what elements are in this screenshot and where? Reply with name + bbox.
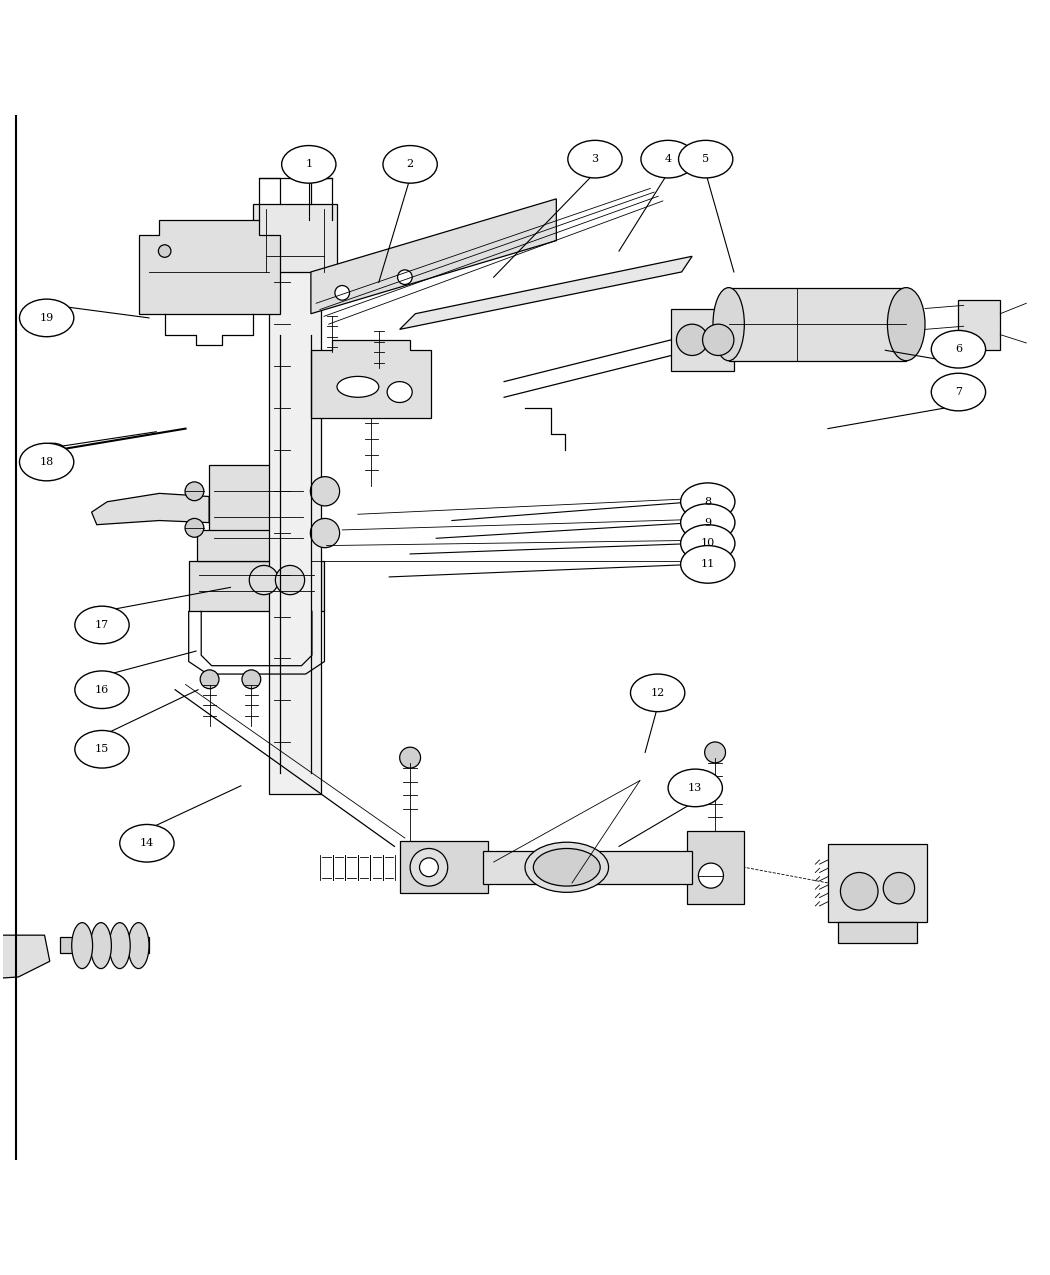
Ellipse shape [640, 140, 695, 178]
Text: 6: 6 [954, 344, 962, 354]
Text: 9: 9 [705, 518, 711, 528]
Ellipse shape [630, 674, 685, 711]
Text: 16: 16 [94, 685, 109, 695]
Polygon shape [838, 922, 917, 944]
Ellipse shape [75, 671, 129, 709]
Text: 17: 17 [94, 620, 109, 630]
Text: 2: 2 [406, 159, 414, 170]
Ellipse shape [40, 444, 65, 458]
Ellipse shape [90, 923, 111, 969]
Ellipse shape [75, 606, 129, 644]
Circle shape [335, 286, 350, 300]
Circle shape [242, 669, 260, 688]
Polygon shape [269, 209, 321, 794]
Circle shape [159, 245, 171, 258]
Ellipse shape [109, 923, 130, 969]
Circle shape [676, 324, 708, 356]
Ellipse shape [931, 374, 986, 411]
Circle shape [411, 848, 447, 886]
Ellipse shape [678, 140, 733, 178]
FancyBboxPatch shape [209, 465, 309, 560]
Polygon shape [483, 850, 692, 884]
Circle shape [398, 270, 413, 284]
Ellipse shape [680, 483, 735, 520]
Ellipse shape [533, 848, 601, 886]
Ellipse shape [20, 300, 74, 337]
Text: 11: 11 [700, 560, 715, 570]
Text: 1: 1 [306, 159, 312, 170]
Ellipse shape [128, 923, 149, 969]
Text: 19: 19 [40, 312, 54, 323]
Text: 14: 14 [140, 838, 154, 848]
Ellipse shape [281, 145, 336, 184]
Circle shape [311, 519, 339, 548]
FancyBboxPatch shape [189, 561, 324, 612]
Text: 7: 7 [954, 388, 962, 397]
Circle shape [840, 872, 878, 910]
FancyBboxPatch shape [687, 831, 744, 904]
Ellipse shape [713, 288, 744, 361]
Circle shape [702, 324, 734, 356]
Text: 13: 13 [688, 783, 702, 793]
Ellipse shape [680, 546, 735, 583]
Ellipse shape [668, 769, 722, 807]
Polygon shape [729, 288, 906, 361]
Ellipse shape [120, 825, 174, 862]
Text: 12: 12 [651, 687, 665, 697]
Circle shape [249, 565, 278, 594]
Polygon shape [400, 256, 692, 329]
Ellipse shape [887, 288, 925, 361]
Circle shape [705, 742, 726, 762]
Circle shape [883, 872, 915, 904]
Polygon shape [91, 493, 209, 525]
Ellipse shape [337, 376, 379, 398]
FancyBboxPatch shape [959, 300, 1001, 351]
Ellipse shape [680, 525, 735, 562]
Ellipse shape [680, 504, 735, 542]
Polygon shape [253, 204, 337, 272]
Polygon shape [311, 199, 556, 314]
Circle shape [185, 519, 204, 537]
Polygon shape [0, 935, 49, 982]
Ellipse shape [75, 731, 129, 768]
Circle shape [201, 669, 219, 688]
Text: 4: 4 [665, 154, 672, 164]
Ellipse shape [568, 140, 623, 178]
Ellipse shape [20, 444, 74, 481]
Ellipse shape [931, 330, 986, 368]
Polygon shape [139, 219, 279, 314]
Circle shape [311, 477, 339, 506]
Text: 3: 3 [591, 154, 598, 164]
FancyBboxPatch shape [60, 937, 149, 952]
Circle shape [185, 482, 204, 501]
Circle shape [420, 858, 438, 877]
FancyBboxPatch shape [827, 844, 927, 922]
Ellipse shape [525, 843, 609, 892]
Ellipse shape [383, 145, 437, 184]
Circle shape [275, 565, 304, 594]
Ellipse shape [387, 381, 413, 403]
Text: 8: 8 [705, 497, 711, 506]
Polygon shape [311, 340, 430, 418]
FancyBboxPatch shape [671, 309, 734, 371]
Text: 18: 18 [40, 456, 54, 467]
Ellipse shape [71, 923, 92, 969]
Circle shape [698, 863, 723, 889]
Text: 15: 15 [94, 745, 109, 755]
Circle shape [400, 747, 421, 768]
FancyBboxPatch shape [219, 553, 309, 601]
Text: 5: 5 [702, 154, 709, 164]
Text: 10: 10 [700, 538, 715, 548]
FancyBboxPatch shape [400, 842, 488, 894]
FancyBboxPatch shape [197, 530, 316, 561]
